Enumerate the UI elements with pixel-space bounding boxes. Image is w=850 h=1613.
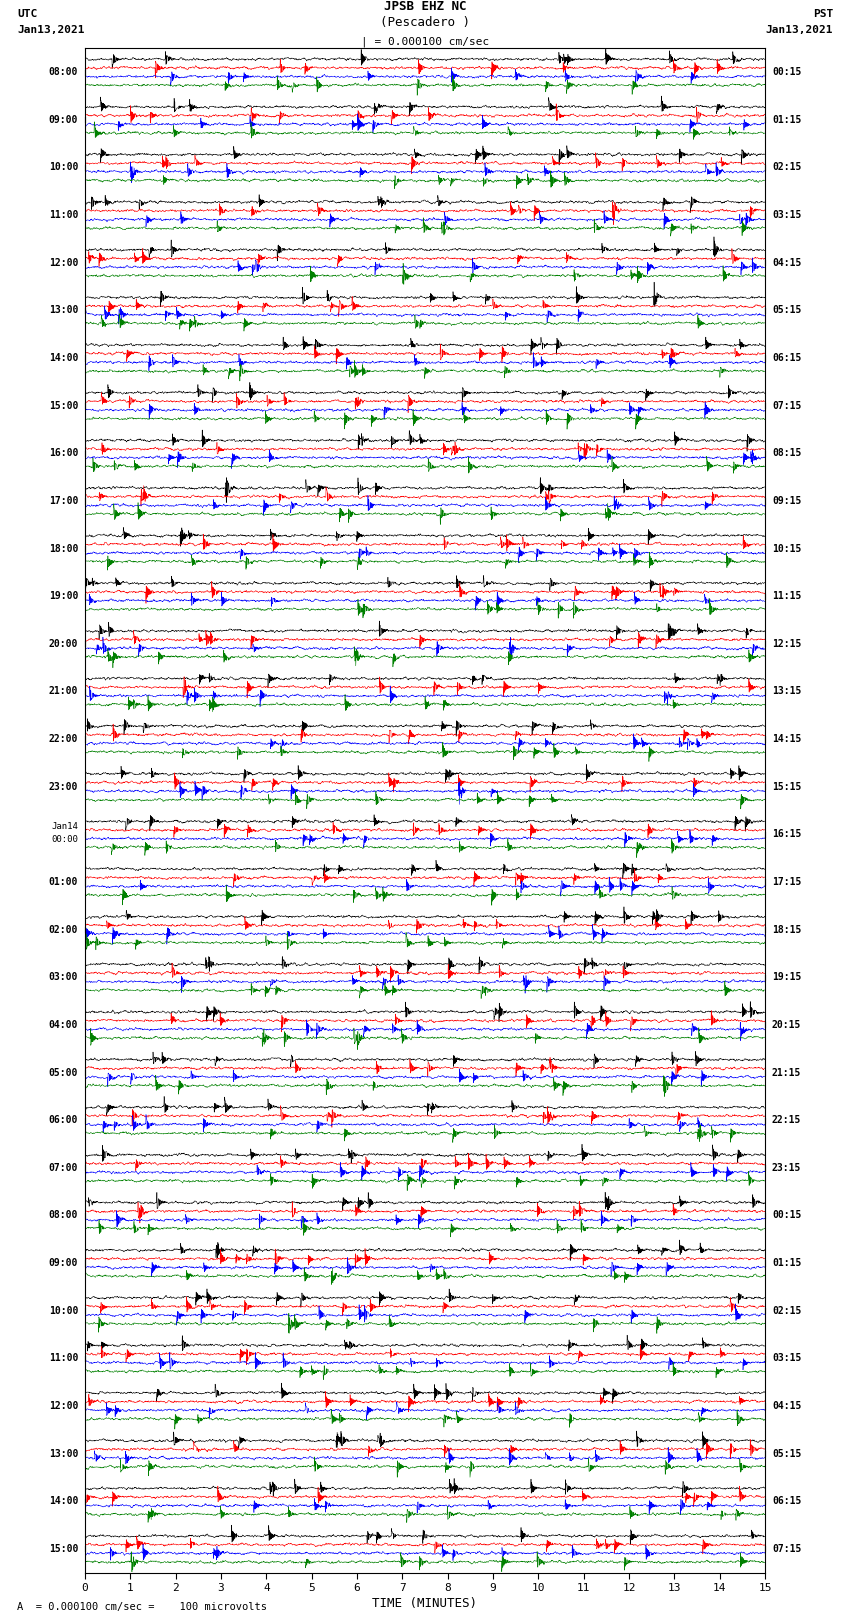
Text: 01:15: 01:15 — [772, 1258, 802, 1268]
Text: Jan13,2021: Jan13,2021 — [766, 26, 833, 35]
Text: 06:15: 06:15 — [772, 1497, 802, 1507]
Text: 08:00: 08:00 — [48, 1210, 78, 1221]
Text: 22:00: 22:00 — [48, 734, 78, 744]
Text: 00:00: 00:00 — [51, 836, 78, 844]
Text: 03:15: 03:15 — [772, 1353, 802, 1363]
Text: 05:15: 05:15 — [772, 305, 802, 316]
Text: 14:00: 14:00 — [48, 353, 78, 363]
Text: 05:00: 05:00 — [48, 1068, 78, 1077]
Text: 19:00: 19:00 — [48, 592, 78, 602]
Text: 12:15: 12:15 — [772, 639, 802, 648]
Text: PST: PST — [813, 10, 833, 19]
Text: 05:15: 05:15 — [772, 1448, 802, 1458]
Text: 23:00: 23:00 — [48, 782, 78, 792]
Text: 06:00: 06:00 — [48, 1115, 78, 1126]
Text: 18:15: 18:15 — [772, 924, 802, 934]
Text: 10:00: 10:00 — [48, 163, 78, 173]
Text: 17:00: 17:00 — [48, 495, 78, 506]
Text: 14:15: 14:15 — [772, 734, 802, 744]
Text: 19:15: 19:15 — [772, 973, 802, 982]
Text: 07:00: 07:00 — [48, 1163, 78, 1173]
Text: 03:00: 03:00 — [48, 973, 78, 982]
Text: 04:00: 04:00 — [48, 1019, 78, 1029]
Text: 09:15: 09:15 — [772, 495, 802, 506]
Text: 17:15: 17:15 — [772, 877, 802, 887]
Text: A  = 0.000100 cm/sec =    100 microvolts: A = 0.000100 cm/sec = 100 microvolts — [17, 1602, 267, 1611]
Text: 09:00: 09:00 — [48, 115, 78, 124]
Text: 08:00: 08:00 — [48, 68, 78, 77]
Text: 15:15: 15:15 — [772, 782, 802, 792]
Text: 09:00: 09:00 — [48, 1258, 78, 1268]
Text: 13:00: 13:00 — [48, 1448, 78, 1458]
Text: 12:00: 12:00 — [48, 258, 78, 268]
Text: 02:15: 02:15 — [772, 163, 802, 173]
Text: 10:15: 10:15 — [772, 544, 802, 553]
Text: 04:15: 04:15 — [772, 258, 802, 268]
Text: 02:15: 02:15 — [772, 1305, 802, 1316]
Text: 16:15: 16:15 — [772, 829, 802, 839]
Text: Jan13,2021: Jan13,2021 — [17, 26, 84, 35]
Text: 21:15: 21:15 — [772, 1068, 802, 1077]
Text: UTC: UTC — [17, 10, 37, 19]
Text: 11:15: 11:15 — [772, 592, 802, 602]
Text: 00:15: 00:15 — [772, 68, 802, 77]
Text: JPSB EHZ NC: JPSB EHZ NC — [383, 0, 467, 13]
Text: 23:15: 23:15 — [772, 1163, 802, 1173]
Text: 08:15: 08:15 — [772, 448, 802, 458]
Text: (Pescadero ): (Pescadero ) — [380, 16, 470, 29]
X-axis label: TIME (MINUTES): TIME (MINUTES) — [372, 1597, 478, 1610]
Text: 04:15: 04:15 — [772, 1402, 802, 1411]
Text: 15:00: 15:00 — [48, 1544, 78, 1553]
Text: 18:00: 18:00 — [48, 544, 78, 553]
Text: 15:00: 15:00 — [48, 400, 78, 411]
Text: 21:00: 21:00 — [48, 687, 78, 697]
Text: 07:15: 07:15 — [772, 400, 802, 411]
Text: 06:15: 06:15 — [772, 353, 802, 363]
Text: 14:00: 14:00 — [48, 1497, 78, 1507]
Text: 11:00: 11:00 — [48, 1353, 78, 1363]
Text: 22:15: 22:15 — [772, 1115, 802, 1126]
Text: 16:00: 16:00 — [48, 448, 78, 458]
Text: 11:00: 11:00 — [48, 210, 78, 219]
Text: 13:00: 13:00 — [48, 305, 78, 316]
Text: 13:15: 13:15 — [772, 687, 802, 697]
Text: 10:00: 10:00 — [48, 1305, 78, 1316]
Text: 20:00: 20:00 — [48, 639, 78, 648]
Text: | = 0.000100 cm/sec: | = 0.000100 cm/sec — [361, 35, 489, 47]
Text: 00:15: 00:15 — [772, 1210, 802, 1221]
Text: Jan14: Jan14 — [51, 821, 78, 831]
Text: 01:00: 01:00 — [48, 877, 78, 887]
Text: 02:00: 02:00 — [48, 924, 78, 934]
Text: 20:15: 20:15 — [772, 1019, 802, 1029]
Text: 03:15: 03:15 — [772, 210, 802, 219]
Text: 12:00: 12:00 — [48, 1402, 78, 1411]
Text: 07:15: 07:15 — [772, 1544, 802, 1553]
Text: 01:15: 01:15 — [772, 115, 802, 124]
